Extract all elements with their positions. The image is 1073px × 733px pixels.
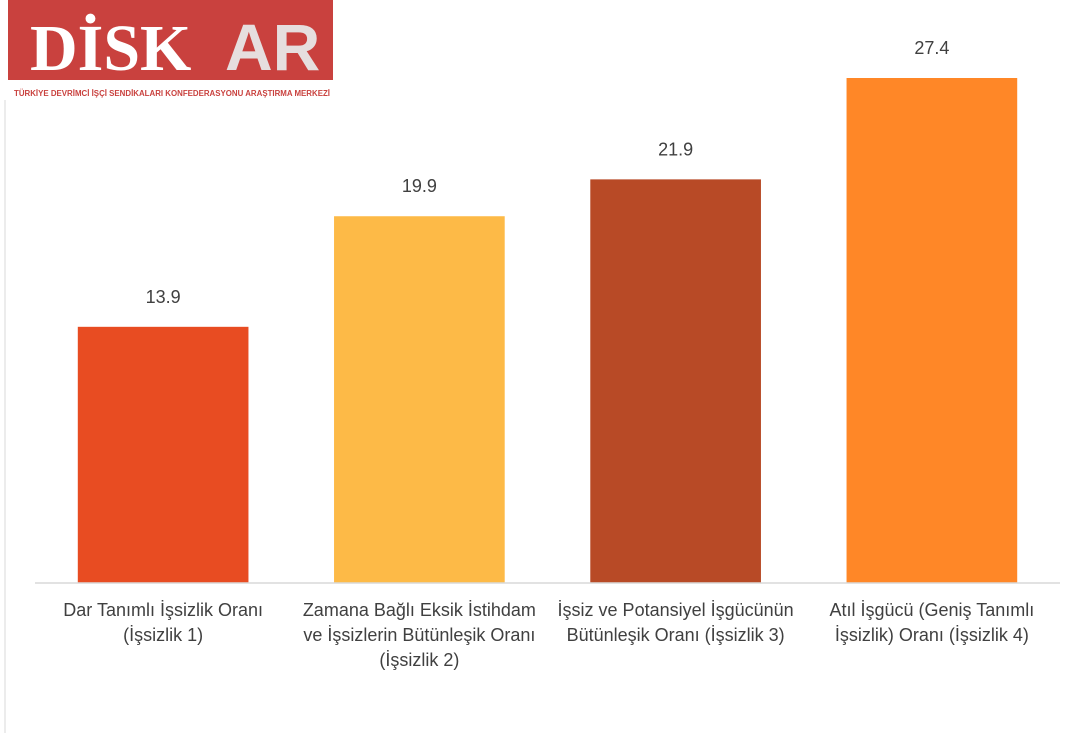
x-tick-label: Atıl İşgücü (Geniş Tanımlı İşsizlik) Ora… [829, 600, 1035, 645]
value-label: 27.4 [914, 38, 949, 58]
logo-accent: AR [225, 10, 320, 84]
logo-subtitle: TÜRKİYE DEVRİMCİ İŞÇİ SENDİKALARI KONFED… [14, 88, 330, 98]
value-label: 13.9 [146, 287, 181, 307]
logo-band [8, 0, 333, 80]
bar [846, 78, 1018, 583]
bar [334, 216, 505, 583]
x-tick-label: İşsiz ve Potansiyel İşgücünün Bütünleşik… [557, 600, 794, 645]
bar [77, 326, 249, 583]
value-label: 19.9 [402, 176, 437, 196]
logo-main: DİSK [30, 12, 191, 85]
bar [590, 179, 761, 584]
x-tick-label: Zamana Bağlı Eksik İstihdam ve İşsizleri… [302, 600, 536, 670]
x-tick-label: Dar Tanımlı İşsizlik Oranı (İşsizlik 1) [63, 600, 263, 645]
value-label: 21.9 [658, 139, 693, 159]
